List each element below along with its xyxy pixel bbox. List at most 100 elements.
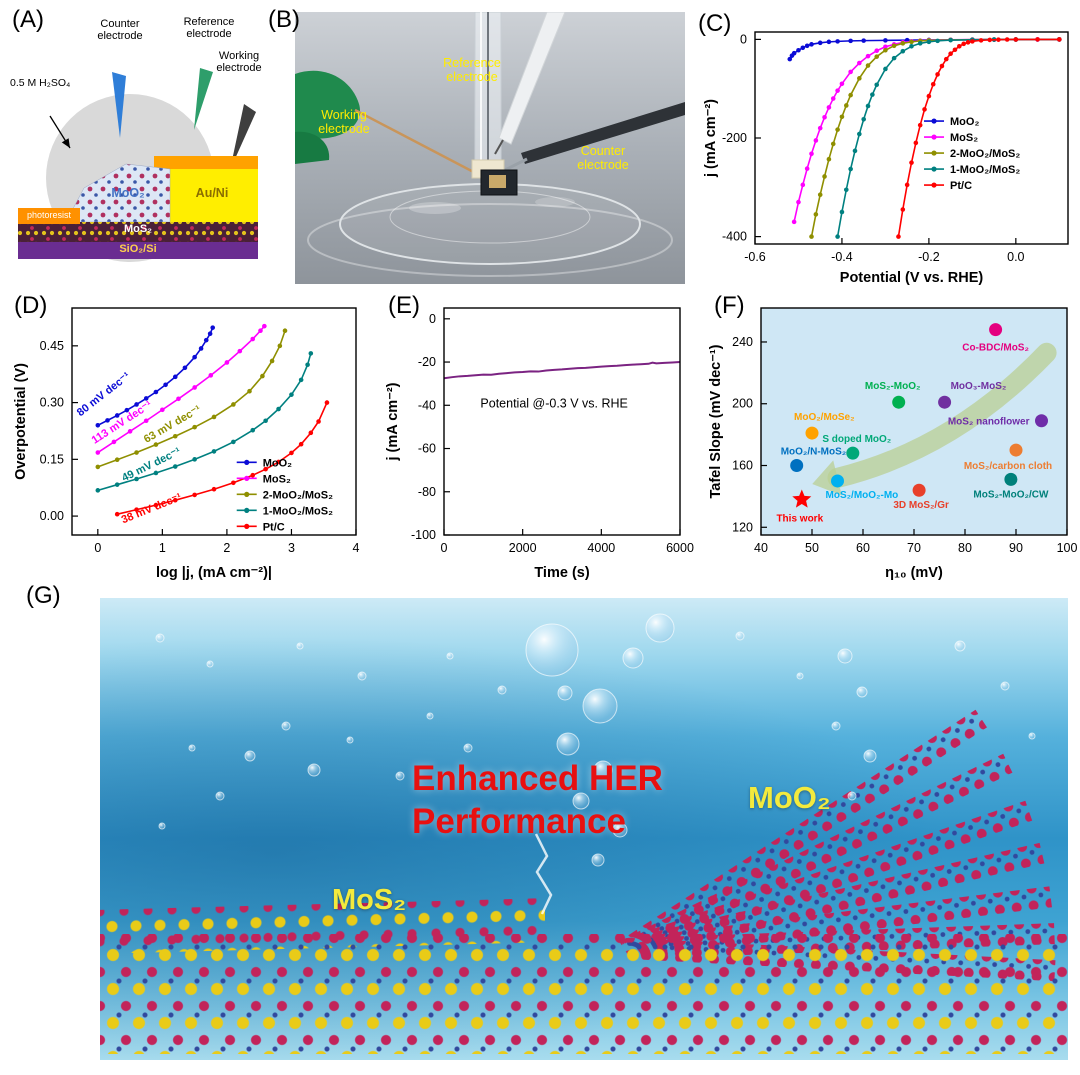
series-marker xyxy=(909,43,914,49)
series-marker xyxy=(874,82,880,88)
series-marker xyxy=(796,47,801,53)
x-tick-label: 90 xyxy=(1009,541,1023,555)
y-tick-label: -60 xyxy=(418,442,436,456)
series-marker xyxy=(263,418,268,424)
y-tick-label: -200 xyxy=(722,131,747,145)
series-marker xyxy=(143,418,149,424)
legend-marker xyxy=(244,475,250,481)
working-electrode-needle xyxy=(230,104,256,170)
series-marker xyxy=(830,141,836,147)
panel-a-schematic: Counter electrode Reference electrode Wo… xyxy=(8,16,266,288)
scatter-point xyxy=(831,474,844,488)
legend-marker xyxy=(244,523,250,529)
series-marker xyxy=(192,457,197,462)
panel-label-b: (B) xyxy=(268,6,300,33)
counter-electrode-tip xyxy=(504,157,528,172)
series-marker xyxy=(865,53,871,59)
x-tick-label: -0.4 xyxy=(831,250,853,264)
x-tick-label: 1 xyxy=(159,541,166,555)
series-marker xyxy=(909,39,914,45)
series-marker xyxy=(996,37,1001,42)
series-marker xyxy=(276,406,281,412)
legend-label: 2-MoO₂/MoS₂ xyxy=(950,148,1020,160)
series-marker xyxy=(848,38,853,44)
series-marker xyxy=(111,439,117,445)
y-axis-label: j (mA cm⁻²) xyxy=(703,99,719,178)
x-tick-label: 100 xyxy=(1057,541,1077,555)
series-marker xyxy=(143,396,149,401)
series-marker xyxy=(153,389,159,395)
series-marker xyxy=(822,114,827,120)
series-marker xyxy=(192,424,197,430)
scatter-point xyxy=(912,483,926,497)
legend-label: MoS₂ xyxy=(950,132,978,144)
x-axis-label: Potential (V vs. RHE) xyxy=(840,270,984,286)
scatter-point-label: MoS₂-MoO₂ xyxy=(865,381,921,392)
series-marker xyxy=(114,457,120,463)
series-marker xyxy=(289,392,294,397)
scatter-point xyxy=(790,459,804,473)
series-marker xyxy=(835,39,840,44)
star-marker xyxy=(792,489,812,508)
plot-frame xyxy=(71,307,357,536)
series-marker xyxy=(1035,37,1040,42)
series-marker xyxy=(835,127,840,132)
y-tick-label: -400 xyxy=(722,230,747,244)
y-tick-label: 240 xyxy=(732,335,753,349)
series-line xyxy=(836,38,1060,237)
legend-marker xyxy=(244,491,250,497)
series-marker xyxy=(114,511,120,517)
series-line xyxy=(443,361,681,380)
scatter-point-label: MoO₂/N-MoS₂ xyxy=(781,447,847,458)
y-axis-label: j (mA cm⁻²) xyxy=(385,382,401,461)
mos2-film xyxy=(18,222,258,242)
panel-label-c: (C) xyxy=(698,10,732,37)
moo2-label: MoO₂ xyxy=(111,186,145,200)
series-marker xyxy=(804,43,810,49)
series-marker xyxy=(917,122,923,128)
legend-marker xyxy=(244,507,250,513)
series-marker xyxy=(883,66,888,72)
series-marker xyxy=(305,362,310,368)
series-marker xyxy=(127,429,133,434)
legend-marker xyxy=(931,118,937,124)
headline: Enhanced HER Performance xyxy=(412,758,663,843)
annotation: Potential @-0.3 V vs. RHE xyxy=(480,396,627,410)
x-tick-label: 70 xyxy=(907,541,921,555)
y-tick-label: 120 xyxy=(732,520,753,534)
series-marker xyxy=(835,88,840,93)
series-marker xyxy=(95,464,101,470)
y-tick-label: 160 xyxy=(732,459,753,473)
series-marker xyxy=(203,337,209,343)
series-marker xyxy=(207,331,213,337)
x-tick-label: 2 xyxy=(223,541,230,555)
series-marker xyxy=(796,199,801,205)
series-marker xyxy=(822,174,827,179)
legend-label: 1-MoO₂/MoS₂ xyxy=(950,164,1020,176)
series-marker xyxy=(163,382,168,388)
trend-arrow-shaft xyxy=(827,342,1057,488)
photoresist-label: photoresist xyxy=(26,210,72,220)
scatter-point xyxy=(892,395,906,409)
pipette xyxy=(498,11,566,145)
series-line xyxy=(897,38,1060,237)
counter-electrode-holder xyxy=(521,102,685,164)
legend-label: Pt/C xyxy=(263,521,285,533)
sample-chip-die xyxy=(489,175,506,188)
scatter-point-label: S doped MoO₂ xyxy=(822,434,891,445)
photo-recreation xyxy=(295,11,685,284)
panel-label-g: (G) xyxy=(26,582,61,609)
series-marker xyxy=(865,63,871,68)
legend-label: Pt/C xyxy=(950,180,972,192)
series-marker xyxy=(105,418,110,423)
y-tick-label: -80 xyxy=(418,485,436,499)
series-marker xyxy=(211,449,217,454)
plot-background xyxy=(761,308,1067,535)
y-tick-label: 0.30 xyxy=(40,396,64,410)
series-marker xyxy=(817,192,823,197)
panel-label-d: (D) xyxy=(14,292,48,319)
legend-label: MoS₂ xyxy=(263,473,291,485)
y-tick-label: 0 xyxy=(740,32,747,46)
series-marker xyxy=(913,140,919,146)
x-tick-label: -0.2 xyxy=(918,250,940,264)
